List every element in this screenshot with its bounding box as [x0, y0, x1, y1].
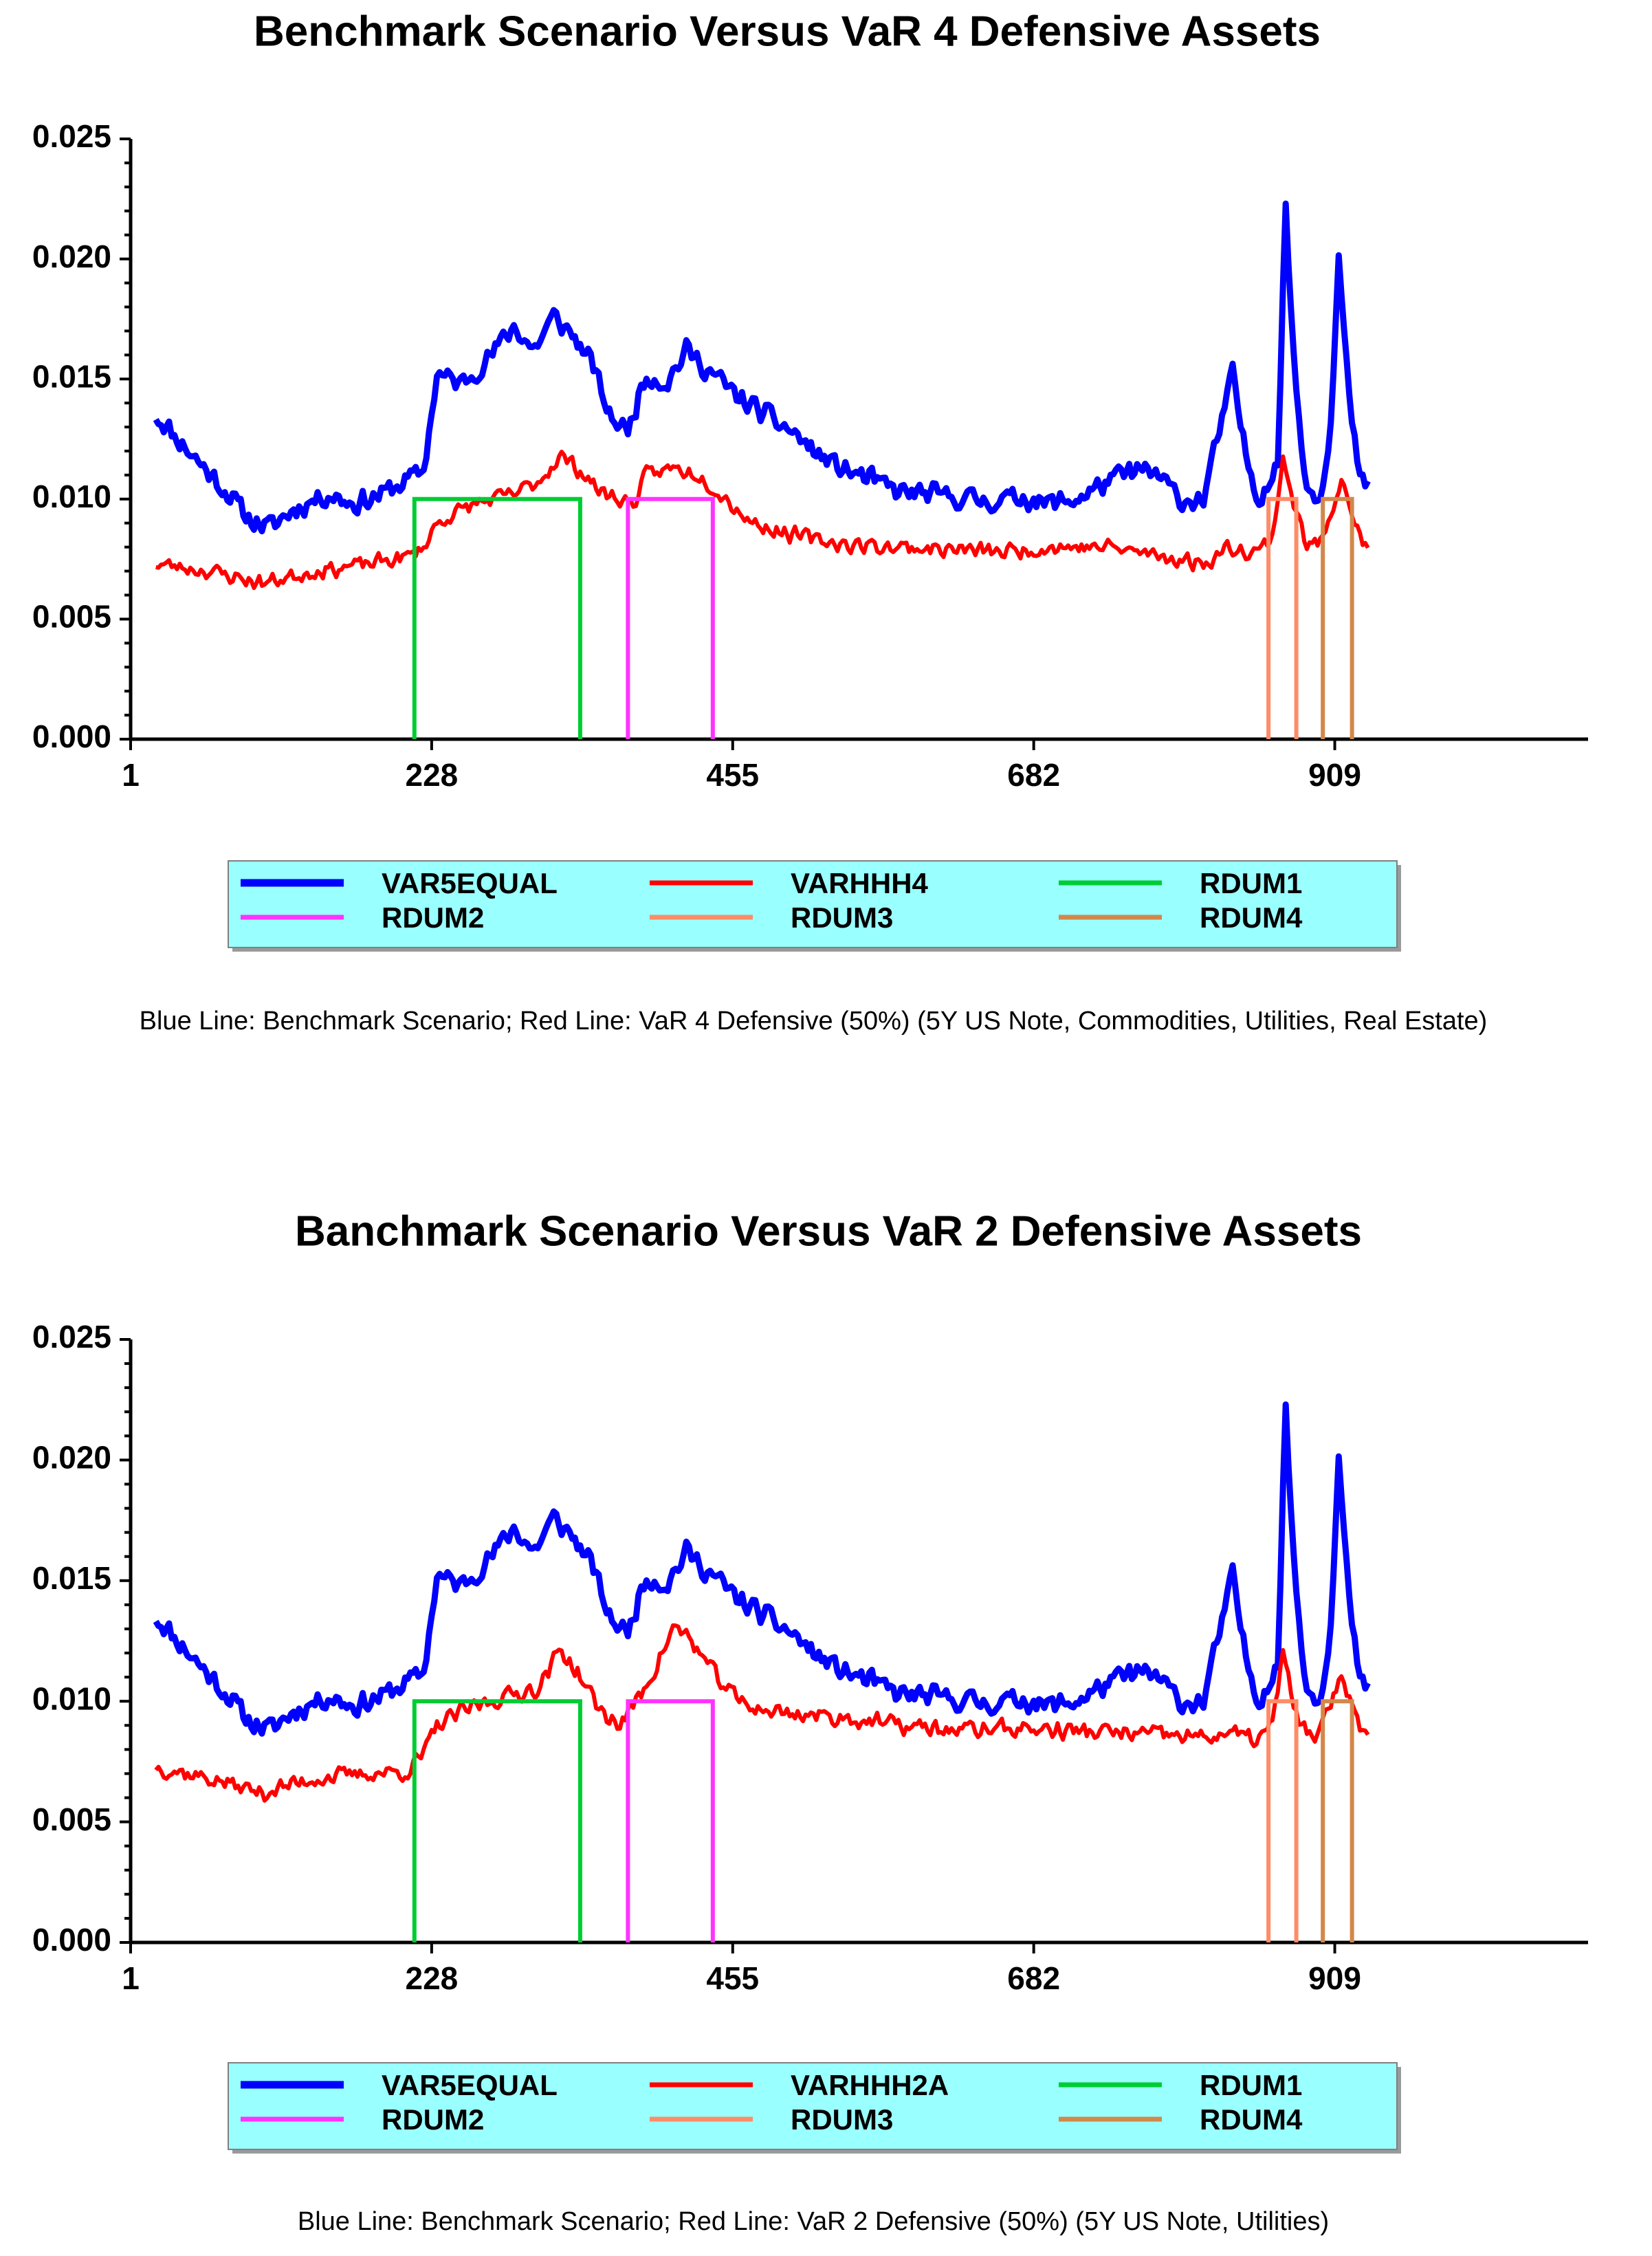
chart-title: Benchmark Scenario Versus VaR 4 Defensiv… [254, 8, 1321, 55]
legend-label-varhhh2a: VARHHH2A [791, 2069, 949, 2101]
legend-box [228, 860, 1398, 948]
y-tick-label: 0.005 [32, 599, 111, 635]
series-var5equal [153, 200, 1371, 535]
chart-caption: Blue Line: Benchmark Scenario; Red Line:… [140, 1007, 1488, 1036]
series-rdum1 [412, 1699, 582, 1942]
series-rdum3 [1266, 1699, 1299, 1942]
legend-label-rdum4: RDUM4 [1200, 2103, 1303, 2136]
x-tick-label: 1 [122, 757, 140, 793]
series-rdum3 [1266, 496, 1299, 739]
y-tick-label: 0.025 [32, 118, 111, 154]
x-tick-label: 455 [706, 1960, 759, 1996]
legend: VAR5EQUAL VARHHH4 RDUM1 RDUM2 RDUM3 RDUM4 [228, 860, 1401, 952]
legend-label-rdum3: RDUM3 [791, 901, 893, 934]
legend-label-rdum3: RDUM3 [791, 2103, 893, 2136]
chart-title: Banchmark Scenario Versus VaR 2 Defensiv… [295, 1207, 1362, 1255]
legend-box [228, 2062, 1398, 2150]
y-tick-label: 0.010 [32, 1680, 111, 1716]
series-varhhh2a [154, 1623, 1370, 1803]
legend: VAR5EQUAL VARHHH2A RDUM1 RDUM2 RDUM3 RDUM4 [228, 2062, 1401, 2154]
series-var5equal [153, 1401, 1371, 1737]
legend-label-varhhh4: VARHHH4 [791, 867, 929, 899]
series-rdum4 [1321, 1699, 1354, 1942]
legend-label-var5equal: VAR5EQUAL [382, 867, 558, 899]
series-rdum4 [1321, 496, 1354, 739]
legend-label-rdum4: RDUM4 [1200, 901, 1303, 934]
x-tick-label: 1 [122, 1960, 140, 1996]
legend-label-rdum1: RDUM1 [1200, 867, 1302, 899]
series-rdum2 [626, 496, 715, 739]
y-tick-label: 0.000 [32, 1922, 111, 1958]
x-tick-label: 682 [1007, 757, 1060, 793]
series-varhhh4 [155, 450, 1370, 591]
x-tick-label: 909 [1308, 757, 1361, 793]
x-tick-label: 909 [1308, 1960, 1361, 1996]
legend-label-rdum1: RDUM1 [1200, 2069, 1302, 2101]
y-tick-label: 0.000 [32, 719, 111, 754]
x-tick-label: 228 [406, 1960, 459, 1996]
y-tick-label: 0.020 [32, 1440, 111, 1476]
chart-2: Banchmark Scenario Versus VaR 2 Defensiv… [32, 1207, 1588, 2236]
y-tick-label: 0.015 [32, 358, 111, 394]
legend-label-rdum2: RDUM2 [382, 2103, 484, 2136]
legend-label-var5equal: VAR5EQUAL [382, 2069, 558, 2101]
series-rdum1 [412, 496, 582, 739]
x-tick-label: 682 [1007, 1960, 1060, 1996]
legend-label-rdum2: RDUM2 [382, 901, 484, 934]
x-tick-label: 455 [706, 757, 759, 793]
y-tick-label: 0.005 [32, 1801, 111, 1837]
y-tick-label: 0.025 [32, 1319, 111, 1355]
y-tick-label: 0.020 [32, 239, 111, 274]
y-tick-label: 0.015 [32, 1560, 111, 1596]
y-tick-label: 0.010 [32, 479, 111, 514]
series-rdum2 [626, 1699, 715, 1942]
x-tick-label: 228 [406, 757, 459, 793]
chart-caption: Blue Line: Benchmark Scenario; Red Line:… [298, 2207, 1329, 2236]
chart-1: Benchmark Scenario Versus VaR 4 Defensiv… [32, 8, 1588, 1036]
